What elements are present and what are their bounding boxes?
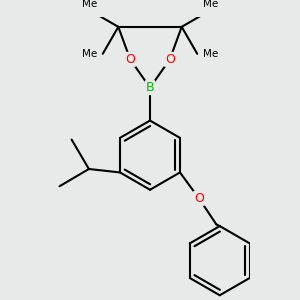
Text: O: O (194, 192, 204, 205)
Text: Me: Me (82, 49, 97, 59)
Text: Me: Me (82, 0, 97, 9)
Text: B: B (146, 81, 154, 94)
Text: O: O (125, 53, 135, 66)
Text: O: O (165, 53, 175, 66)
Text: Me: Me (203, 0, 218, 9)
Text: Me: Me (203, 49, 218, 59)
